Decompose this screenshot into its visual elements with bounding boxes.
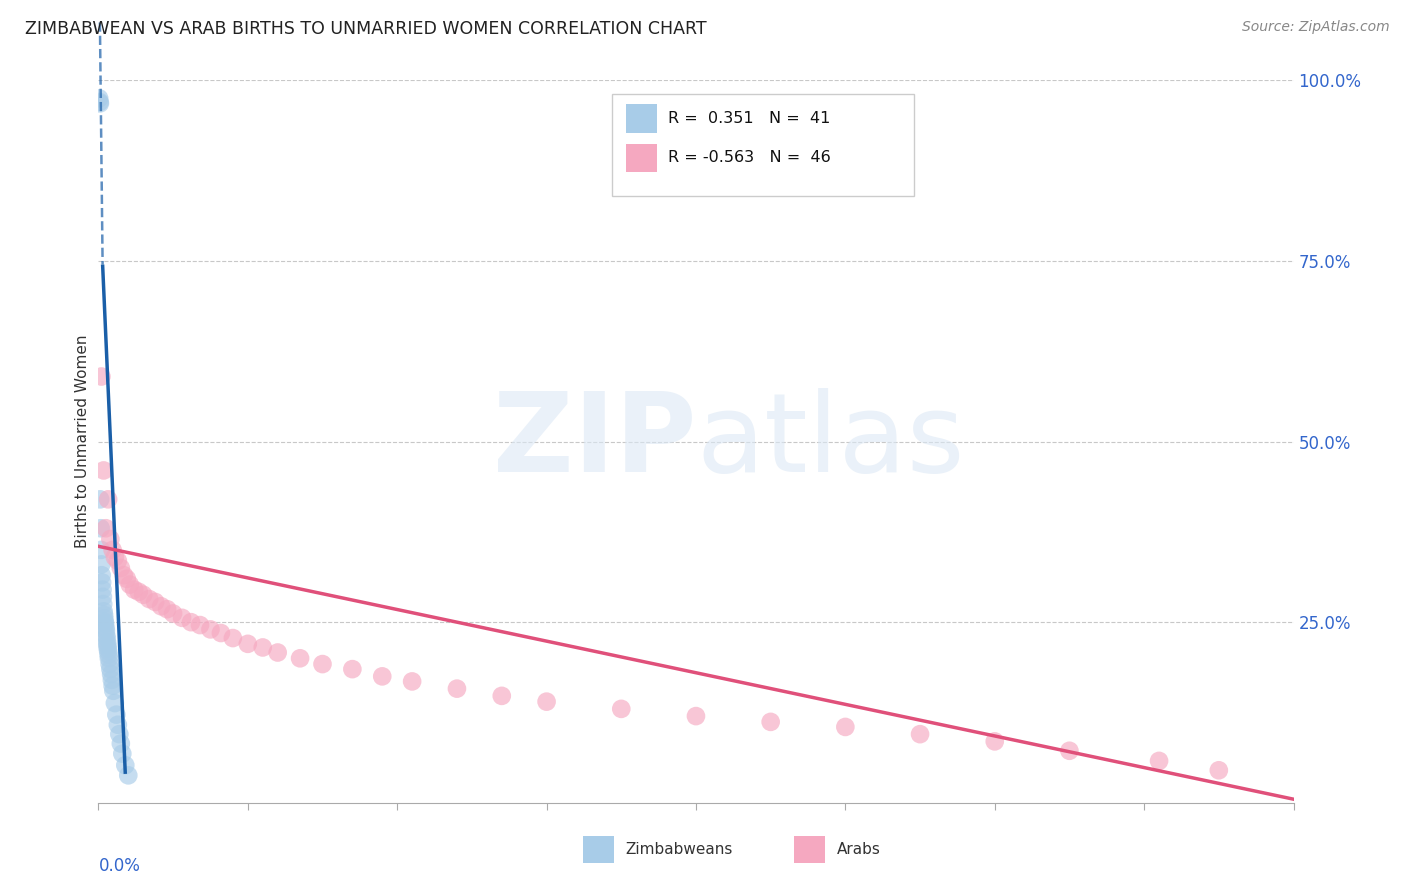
Point <box>115 572 138 586</box>
Point <box>89 96 111 111</box>
Point <box>97 644 120 658</box>
Point <box>111 747 134 761</box>
Point <box>124 582 146 597</box>
Point <box>89 95 111 109</box>
Point <box>685 709 707 723</box>
Point <box>342 662 364 676</box>
Point <box>90 542 112 557</box>
Point <box>96 628 118 642</box>
Point <box>93 604 115 618</box>
Text: Source: ZipAtlas.com: Source: ZipAtlas.com <box>1241 20 1389 34</box>
Point <box>108 727 131 741</box>
Point <box>104 696 127 710</box>
Point <box>172 611 194 625</box>
Point <box>101 542 124 557</box>
Point <box>94 616 117 631</box>
Point <box>188 618 211 632</box>
Point <box>100 667 122 681</box>
Point <box>112 568 135 582</box>
Text: ZIP: ZIP <box>492 388 696 495</box>
Point <box>91 582 114 597</box>
Point <box>984 734 1007 748</box>
Point <box>209 626 232 640</box>
Point <box>110 737 132 751</box>
Point <box>371 669 394 683</box>
Point <box>97 641 120 656</box>
Point <box>150 599 173 614</box>
Point <box>311 657 333 671</box>
Point <box>90 521 112 535</box>
Point <box>1208 764 1230 778</box>
Point <box>91 590 114 604</box>
Text: Arabs: Arabs <box>837 842 880 856</box>
Point <box>93 607 115 622</box>
Point <box>101 673 124 687</box>
Point <box>91 597 114 611</box>
Point <box>101 679 124 693</box>
Y-axis label: Births to Unmarried Women: Births to Unmarried Women <box>75 334 90 549</box>
Point <box>288 651 311 665</box>
Point <box>138 592 160 607</box>
Point <box>128 584 150 599</box>
Point <box>96 631 118 645</box>
Point <box>90 558 112 572</box>
Point <box>89 91 111 105</box>
Point <box>89 492 111 507</box>
Point <box>97 648 120 662</box>
Point <box>93 611 115 625</box>
Text: ZIMBABWEAN VS ARAB BIRTHS TO UNMARRIED WOMEN CORRELATION CHART: ZIMBABWEAN VS ARAB BIRTHS TO UNMARRIED W… <box>25 20 707 37</box>
Point <box>156 602 179 616</box>
Point <box>236 637 259 651</box>
Text: R = -0.563   N =  46: R = -0.563 N = 46 <box>668 151 831 165</box>
Point <box>98 662 122 676</box>
Point <box>110 561 132 575</box>
Point <box>97 492 120 507</box>
Text: R =  0.351   N =  41: R = 0.351 N = 41 <box>668 112 830 126</box>
Point <box>107 718 129 732</box>
Point <box>90 568 112 582</box>
Point <box>94 621 117 635</box>
Text: atlas: atlas <box>696 388 965 495</box>
Point <box>1147 754 1170 768</box>
Point <box>104 550 127 565</box>
Point <box>180 615 202 630</box>
Point <box>105 707 128 722</box>
Point <box>107 554 129 568</box>
Point <box>252 640 274 655</box>
Point <box>96 635 118 649</box>
Point <box>162 607 184 621</box>
Point <box>401 674 423 689</box>
Point <box>610 702 633 716</box>
Point <box>132 588 155 602</box>
Point <box>267 646 290 660</box>
Point <box>222 631 245 645</box>
Point <box>94 521 117 535</box>
Point <box>97 651 120 665</box>
Point <box>834 720 856 734</box>
Point <box>93 463 115 477</box>
Point <box>91 575 114 590</box>
Text: 0.0%: 0.0% <box>98 857 141 875</box>
Point <box>143 595 166 609</box>
Point <box>118 577 141 591</box>
Point <box>759 714 782 729</box>
Point <box>446 681 468 696</box>
Point <box>908 727 931 741</box>
Point <box>114 758 136 772</box>
Point <box>93 615 115 630</box>
Point <box>536 695 558 709</box>
Point <box>103 683 125 698</box>
Point <box>491 689 513 703</box>
Point <box>94 624 117 638</box>
Point <box>90 369 112 384</box>
Point <box>1059 744 1081 758</box>
Point <box>98 532 122 546</box>
Point <box>96 638 118 652</box>
Text: Zimbabweans: Zimbabweans <box>626 842 733 856</box>
Point <box>98 657 121 671</box>
Point <box>200 623 222 637</box>
Point <box>117 768 139 782</box>
